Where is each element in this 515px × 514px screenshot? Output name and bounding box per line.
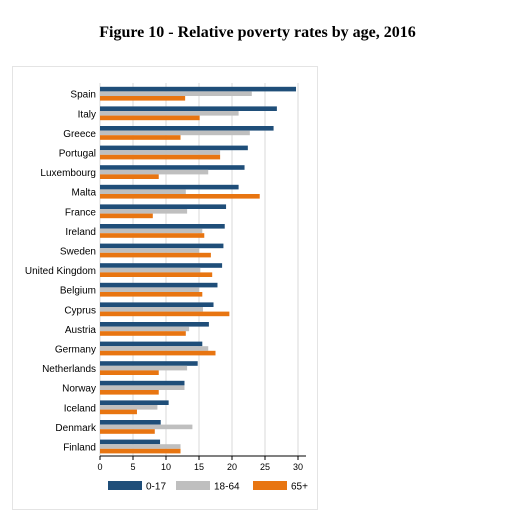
x-tick-label: 25 <box>260 462 270 472</box>
category-label: Spain <box>70 90 96 101</box>
bar-0-17-italy <box>100 106 277 111</box>
bar-0-17-norway <box>100 380 185 386</box>
bar-0-17-netherlands <box>100 361 198 366</box>
bar-18-64-luxembourg <box>100 169 209 175</box>
bar-65+-finland <box>100 448 181 454</box>
category-label: Iceland <box>64 403 96 414</box>
bar-65+-sweden <box>100 252 211 258</box>
category-label: Cyprus <box>64 305 96 316</box>
chart-frame: Spain Italy Greece Portugal Luxembourg Malta F… <box>12 66 318 510</box>
bar-65+-united-kingdom <box>100 272 213 277</box>
bar-0-17-austria <box>100 322 209 327</box>
bar-0-17-sweden <box>100 243 224 249</box>
bar-18-64-spain <box>100 91 252 96</box>
legend-label: 65+ <box>291 482 308 493</box>
bar-65+-belgium <box>100 292 203 297</box>
legend-label: 0-17 <box>146 482 166 493</box>
bar-65+-ireland <box>100 233 205 238</box>
legend-label: 18-64 <box>214 482 240 493</box>
bar-0-17-greece <box>100 126 274 131</box>
bar-65+-spain <box>100 96 186 101</box>
bar-0-17-united-kingdom <box>100 263 223 268</box>
bar-18-64-denmark <box>100 424 193 430</box>
bar-0-17-iceland <box>100 400 169 405</box>
x-tick-label: 30 <box>293 462 303 472</box>
bar-65+-iceland <box>100 409 137 415</box>
bar-0-17-portugal <box>100 145 248 151</box>
bar-0-17-denmark <box>100 420 161 425</box>
bar-18-64-norway <box>100 385 185 390</box>
bar-18-64-malta <box>100 189 186 194</box>
category-label: Portugal <box>59 149 96 160</box>
bar-18-64-italy <box>100 111 239 116</box>
bar-65+-portugal <box>100 154 221 160</box>
bar-65+-norway <box>100 390 159 395</box>
bar-0-17-finland <box>100 439 161 445</box>
category-label: Sweden <box>60 247 96 258</box>
bar-18-64-belgium <box>100 287 199 292</box>
category-label: Luxembourg <box>40 168 96 179</box>
bar-18-64-finland <box>100 444 181 449</box>
bar-65+-cyprus <box>100 311 230 317</box>
bar-65+-malta <box>100 194 260 199</box>
category-label: Malta <box>72 188 97 199</box>
category-label: Germany <box>55 345 96 356</box>
bar-65+-luxembourg <box>100 174 159 179</box>
bar-0-17-cyprus <box>100 302 214 307</box>
category-label: Austria <box>65 325 97 336</box>
x-tick-label: 0 <box>97 462 102 472</box>
bar-18-64-greece <box>100 130 250 136</box>
legend-swatch-65+ <box>253 481 287 490</box>
bar-18-64-sweden <box>100 248 199 253</box>
bar-0-17-france <box>100 204 227 209</box>
bar-18-64-france <box>100 209 188 214</box>
bar-65+-austria <box>100 331 186 336</box>
bar-65+-italy <box>100 115 200 121</box>
bar-18-64-portugal <box>100 150 221 155</box>
bar-18-64-austria <box>100 326 190 332</box>
category-label: Greece <box>63 129 96 140</box>
bar-18-64-cyprus <box>100 307 203 312</box>
bar-0-17-malta <box>100 184 239 190</box>
bar-0-17-spain <box>100 86 297 92</box>
bar-0-17-belgium <box>100 282 218 288</box>
bar-18-64-iceland <box>100 405 158 410</box>
x-tick-label: 15 <box>194 462 204 472</box>
legend-swatch-0-17 <box>108 481 142 490</box>
chart-title: Figure 10 - Relative poverty rates by ag… <box>99 24 416 41</box>
bar-65+-netherlands <box>100 370 159 375</box>
legend-swatch-18-64 <box>176 481 210 490</box>
bar-65+-germany <box>100 350 216 356</box>
category-label: United Kingdom <box>25 266 96 277</box>
category-label: Denmark <box>55 423 97 434</box>
x-tick-label: 5 <box>130 462 135 472</box>
bar-0-17-germany <box>100 341 203 347</box>
category-label: Finland <box>63 443 96 454</box>
x-tick-label: 20 <box>227 462 237 472</box>
category-label: Norway <box>62 384 96 395</box>
category-label: Netherlands <box>42 364 96 375</box>
bar-65+-denmark <box>100 429 155 434</box>
bar-18-64-netherlands <box>100 365 188 371</box>
category-label: France <box>65 207 97 218</box>
bar-18-64-united-kingdom <box>100 267 201 273</box>
category-label: Belgium <box>60 286 96 297</box>
bar-18-64-ireland <box>100 228 203 234</box>
category-label: Italy <box>78 109 96 120</box>
bar-65+-france <box>100 213 153 219</box>
bar-0-17-luxembourg <box>100 165 245 170</box>
bar-chart: Spain Italy Greece Portugal Luxembourg Malta F… <box>25 83 308 493</box>
bar-18-64-germany <box>100 346 209 351</box>
category-label: Ireland <box>65 227 96 238</box>
x-tick-label: 10 <box>161 462 171 472</box>
bar-0-17-ireland <box>100 224 225 229</box>
bar-65+-greece <box>100 135 181 140</box>
